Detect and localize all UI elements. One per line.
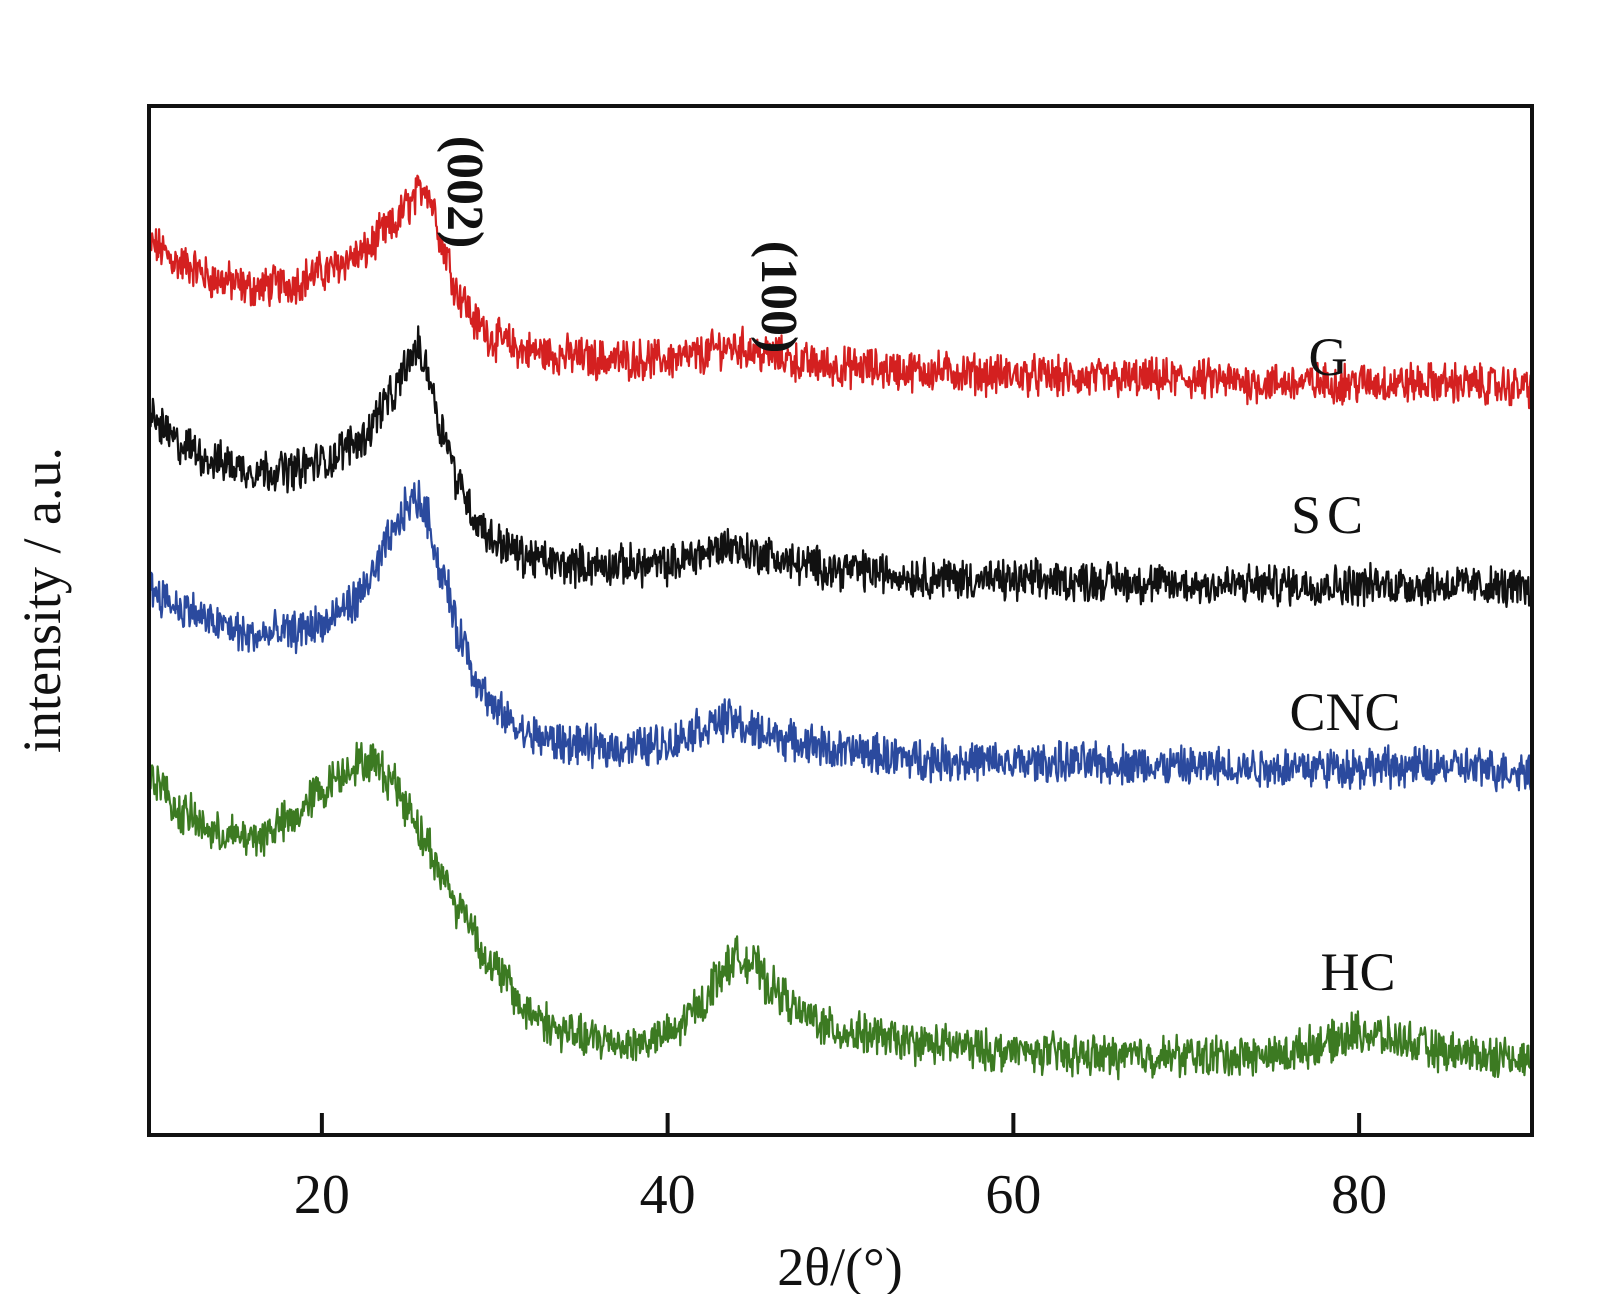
- x-tick-label-40: 40: [640, 1164, 696, 1226]
- series-label-g: G: [1309, 327, 1348, 387]
- peak-label-002: (002): [436, 136, 493, 249]
- series-line-cnc: [151, 479, 1530, 793]
- series-line-g: [151, 174, 1530, 410]
- series-line-hc: [151, 741, 1530, 1081]
- plot-frame: [147, 104, 1534, 1137]
- x-axis-ticks: 20 40 60 80: [294, 1113, 1387, 1226]
- x-tick-label-60: 60: [985, 1164, 1041, 1226]
- x-tick-label-20: 20: [294, 1164, 350, 1226]
- series-label-sc: SC: [1291, 485, 1369, 545]
- series-layer: [151, 174, 1530, 1081]
- series-line-sc: [151, 325, 1530, 608]
- peak-label-100: (100): [750, 241, 807, 354]
- series-label-cnc: CNC: [1289, 682, 1400, 742]
- x-tick-label-80: 80: [1331, 1164, 1387, 1226]
- series-label-hc: HC: [1320, 942, 1395, 1002]
- x-axis-label: 2θ/(°): [777, 1237, 902, 1294]
- y-axis-label: intensity / a.u.: [12, 447, 72, 753]
